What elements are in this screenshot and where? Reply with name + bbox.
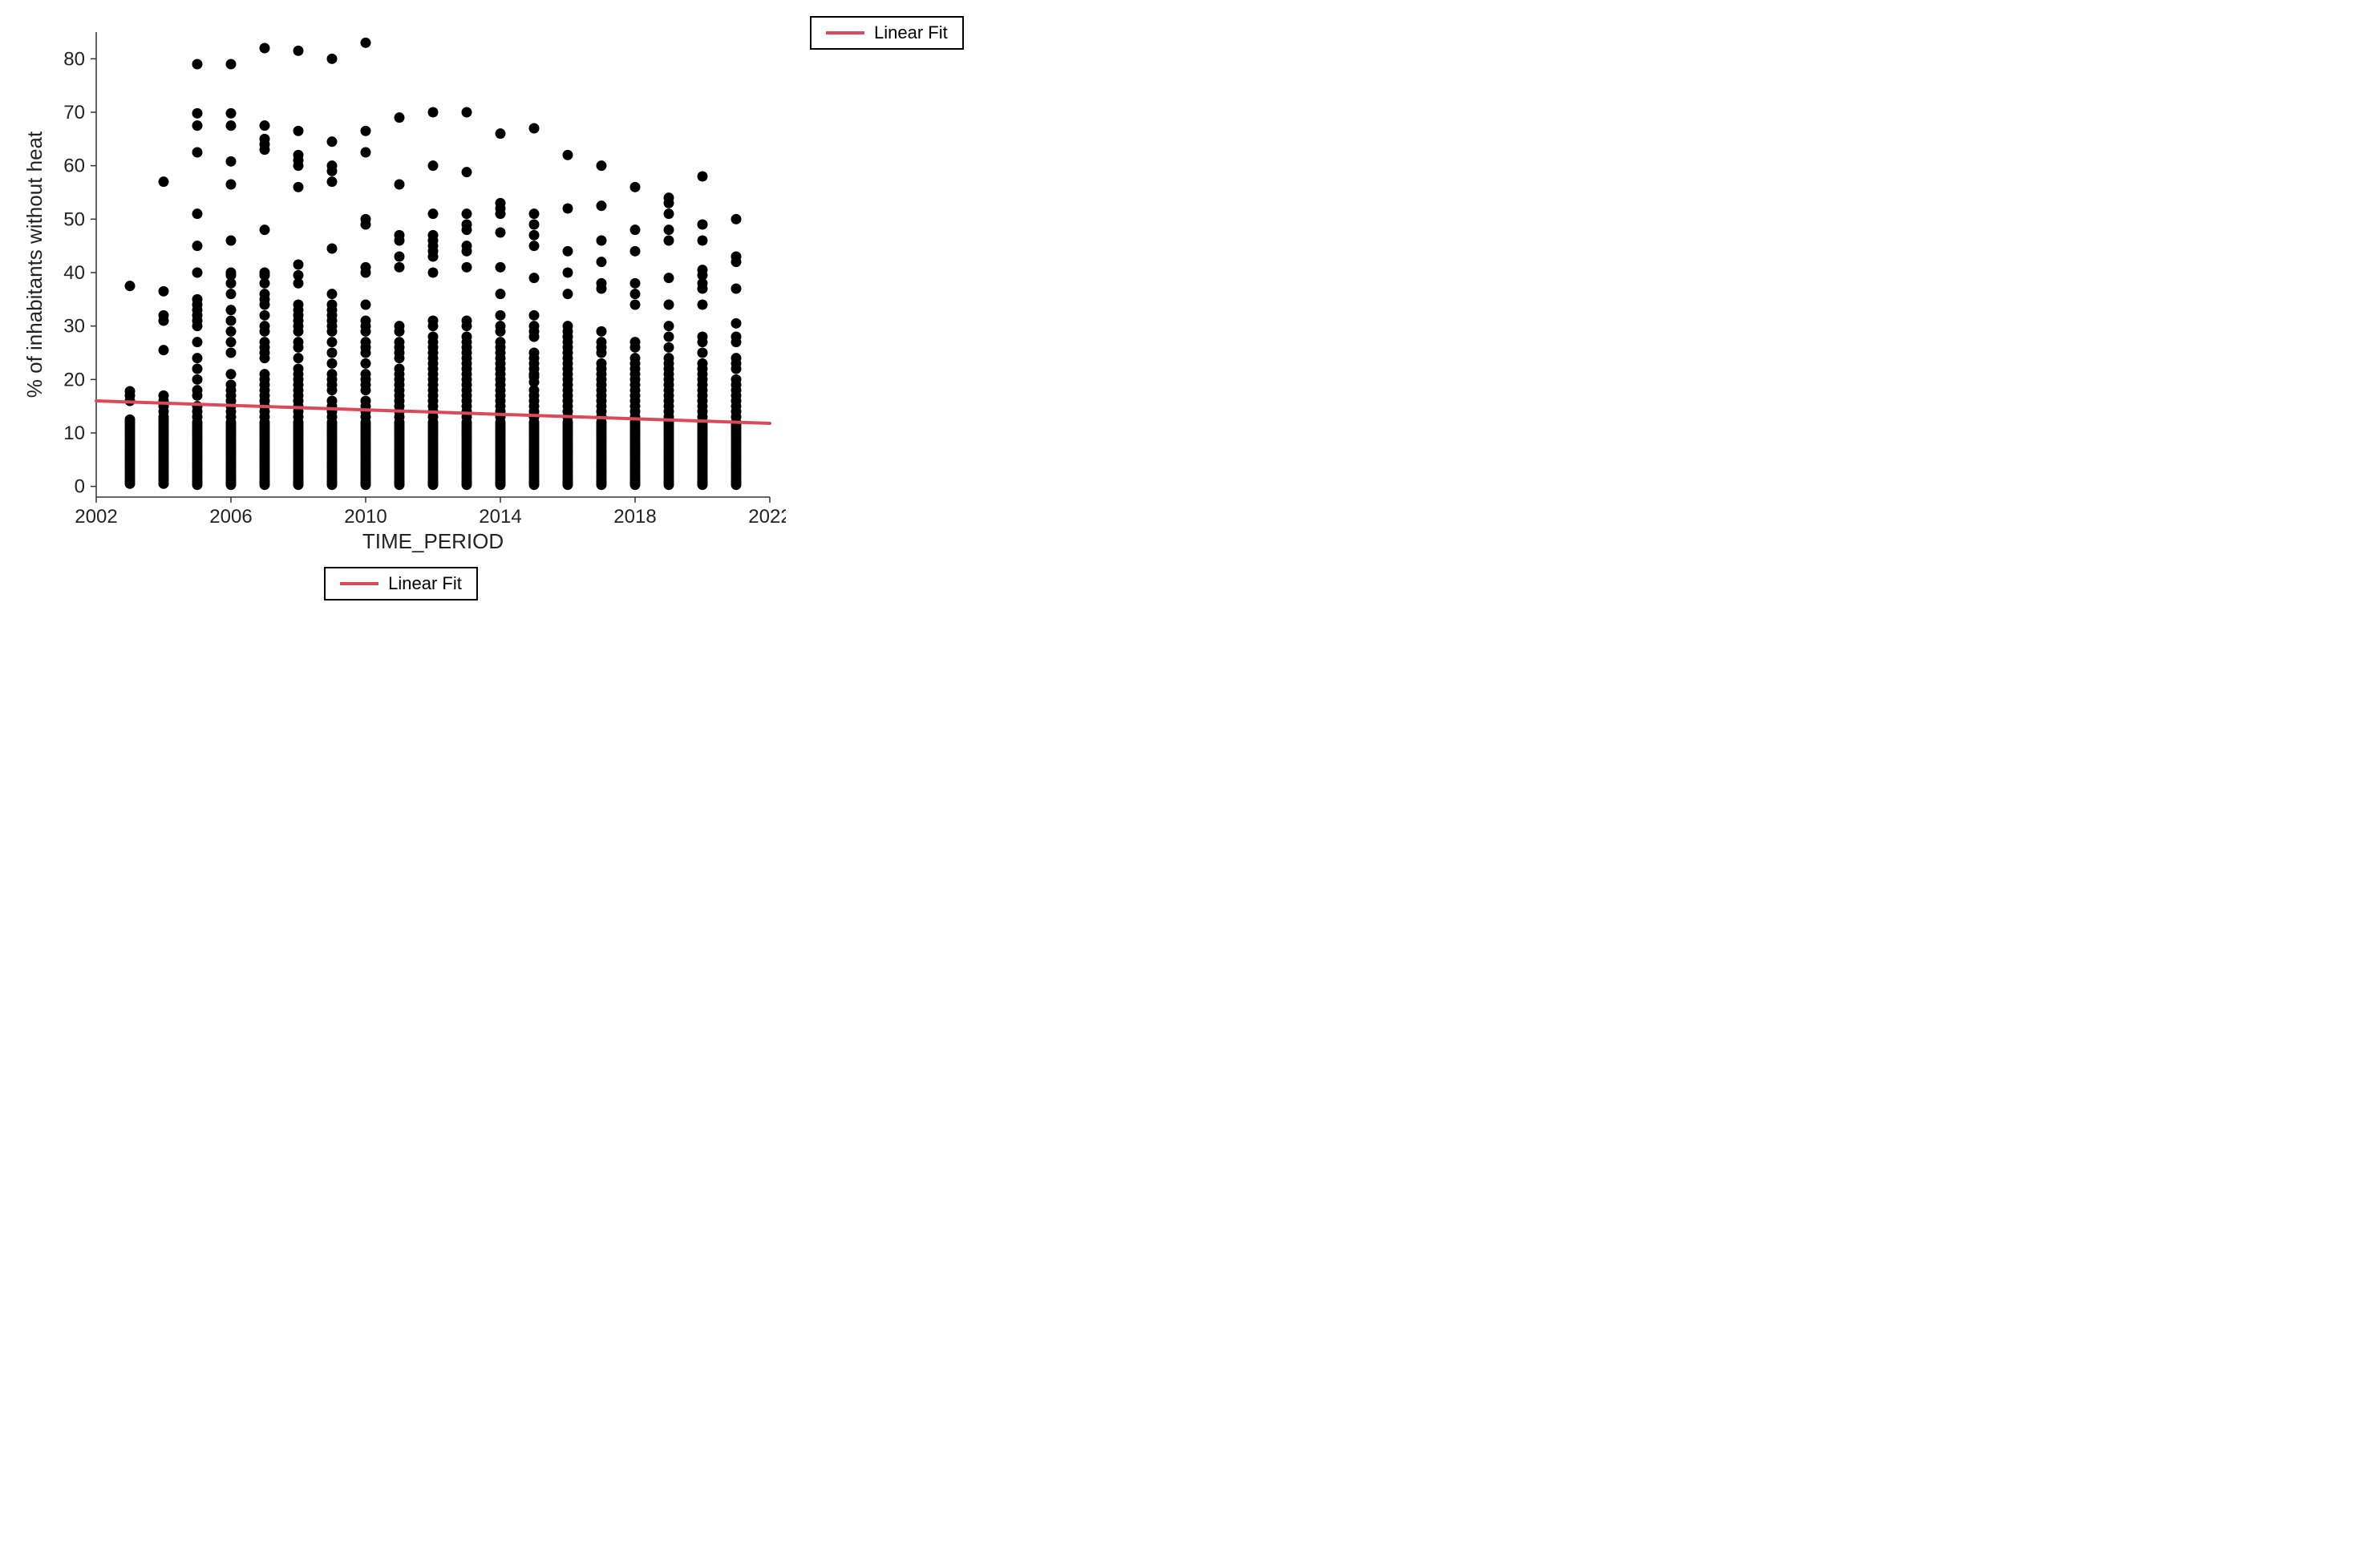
- legend-box-bottom: Linear Fit: [324, 567, 478, 601]
- legend-line-icon: [826, 31, 864, 34]
- svg-text:2006: 2006: [209, 506, 252, 528]
- svg-text:TIME_PERIOD: TIME_PERIOD: [362, 529, 504, 553]
- svg-text:2010: 2010: [344, 506, 387, 528]
- svg-text:10: 10: [63, 423, 85, 444]
- scatter-chart: 0 10 20 30 40 50 60 70 80 % of inhabitants withou…: [16, 16, 786, 561]
- legend-line-icon: [340, 582, 378, 585]
- svg-text:2018: 2018: [613, 506, 656, 528]
- svg-text:2022: 2022: [748, 506, 786, 528]
- svg-text:0: 0: [75, 476, 85, 498]
- svg-text:20: 20: [63, 369, 85, 390]
- legend-label: Linear Fit: [388, 573, 462, 594]
- svg-text:2002: 2002: [75, 506, 117, 528]
- svg-text:40: 40: [63, 262, 85, 284]
- svg-text:2014: 2014: [479, 506, 521, 528]
- legend-label: Linear Fit: [874, 22, 948, 43]
- svg-text:50: 50: [63, 208, 85, 230]
- bottom-legend-container: Linear Fit: [16, 567, 786, 601]
- chart-container: 0 10 20 30 40 50 60 70 80 % of inhabitants withou…: [16, 16, 786, 601]
- svg-text:60: 60: [63, 156, 85, 177]
- side-legend-container: Linear Fit: [810, 16, 964, 50]
- svg-text:80: 80: [63, 48, 85, 70]
- svg-text:30: 30: [63, 316, 85, 338]
- svg-text:70: 70: [63, 102, 85, 123]
- svg-text:% of inhabitants without heat: % of inhabitants without heat: [22, 131, 47, 398]
- legend-box-side: Linear Fit: [810, 16, 964, 50]
